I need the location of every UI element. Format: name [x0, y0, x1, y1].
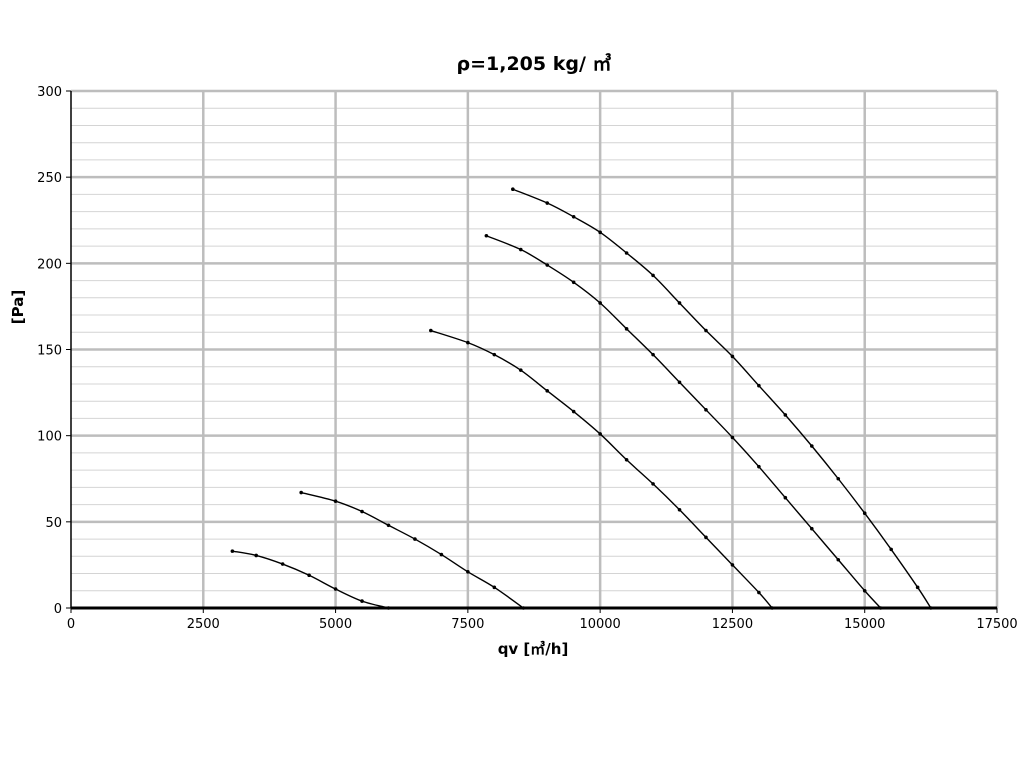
- x-tick-label: 5000: [319, 617, 352, 632]
- series-1-point: [360, 599, 364, 603]
- x-tick-label: 15000: [844, 617, 885, 632]
- series-5-point: [651, 273, 655, 278]
- series-layer: [230, 187, 933, 610]
- series-5-point: [862, 511, 867, 516]
- chart-title: ρ=1,205 kg/ ㎥: [456, 52, 611, 75]
- series-3-point: [677, 507, 682, 512]
- series-4-point: [836, 557, 841, 562]
- series-4-line: [486, 235, 882, 609]
- series-3: [429, 328, 774, 610]
- series-5-point: [598, 230, 602, 235]
- ticks-layer: 0 50 100 150 200 250 300 0 2500 5000 7500 10000 1250…: [37, 85, 1018, 632]
- series-2-point: [439, 552, 444, 557]
- series-4-point: [651, 352, 655, 357]
- series-5-point: [810, 444, 814, 448]
- series-5-point: [571, 215, 576, 219]
- series-4-point: [783, 495, 788, 500]
- series-4-point: [571, 280, 576, 285]
- series-3-point: [651, 482, 655, 486]
- series-3-point: [571, 409, 576, 414]
- series-3-point: [545, 389, 550, 393]
- x-tick-label: 7500: [451, 617, 484, 632]
- series-2-point: [521, 606, 526, 610]
- series-4-point: [862, 588, 867, 593]
- series-5-point: [511, 187, 515, 192]
- y-axis-label: [Pa]: [9, 290, 27, 324]
- series-3-point: [757, 590, 761, 595]
- series-4-point: [757, 464, 761, 469]
- series-3-point: [518, 368, 523, 372]
- series-2-point: [386, 523, 391, 528]
- series-2-point: [466, 570, 470, 574]
- series-1-point: [333, 587, 338, 591]
- series-3-point: [770, 606, 774, 610]
- x-axis-label: qv [㎥/h]: [498, 640, 569, 658]
- series-3-point: [466, 340, 470, 345]
- y-tick-label: 250: [37, 171, 62, 186]
- series-4: [484, 233, 883, 610]
- series-2: [299, 490, 526, 610]
- series-4-point: [484, 233, 489, 238]
- series-5-point: [704, 328, 708, 333]
- series-5-point: [929, 606, 933, 610]
- series-5-point: [915, 585, 920, 590]
- y-tick-label: 200: [37, 257, 62, 272]
- series-4-point: [624, 327, 629, 331]
- series-4-point: [730, 435, 735, 440]
- series-3-point: [624, 457, 629, 462]
- series-4-point: [518, 247, 523, 252]
- series-1-point: [230, 549, 235, 553]
- series-2-point: [492, 585, 497, 590]
- series-5-point: [757, 383, 761, 388]
- series-1-point: [280, 562, 285, 566]
- y-tick-label: 300: [37, 85, 62, 100]
- series-3-point: [704, 535, 708, 540]
- series-5-point: [836, 476, 841, 481]
- series-3-point: [730, 563, 735, 567]
- series-4-point: [545, 263, 550, 267]
- y-tick-label: 150: [37, 344, 62, 359]
- series-5-point: [624, 251, 629, 255]
- x-tick-label: 0: [67, 617, 75, 632]
- x-tick-label: 12500: [712, 617, 753, 632]
- series-4-point: [677, 380, 682, 385]
- x-tick-label: 17500: [976, 617, 1017, 632]
- series-2-point: [413, 537, 417, 541]
- y-tick-label: 100: [37, 430, 62, 445]
- series-5-point: [677, 301, 682, 305]
- y-tick-label: 50: [45, 516, 62, 531]
- series-3-line: [430, 329, 773, 609]
- series-1-line: [232, 550, 389, 609]
- series-5-point: [783, 413, 788, 417]
- series-3-point: [598, 432, 602, 436]
- series-3-point: [429, 328, 433, 333]
- series-4-point: [810, 526, 814, 531]
- series-4-point: [598, 301, 602, 305]
- series-1: [230, 549, 391, 610]
- grid-layer: [71, 89, 999, 608]
- y-tick-label: 0: [54, 602, 62, 617]
- x-tick-label: 2500: [187, 617, 220, 632]
- series-1-point: [254, 553, 258, 558]
- series-5-point: [730, 354, 735, 359]
- series-2-point: [360, 509, 364, 514]
- series-5-point: [889, 547, 893, 552]
- series-1-point: [307, 573, 311, 578]
- x-tick-label: 10000: [579, 617, 620, 632]
- series-5: [511, 187, 933, 610]
- series-4-point: [704, 408, 708, 412]
- series-2-point: [333, 499, 338, 503]
- series-5-line: [512, 188, 932, 609]
- series-5-point: [545, 201, 550, 205]
- series-3-point: [492, 352, 497, 357]
- series-2-point: [299, 490, 303, 495]
- series-1-point: [386, 606, 391, 610]
- series-4-point: [878, 606, 883, 610]
